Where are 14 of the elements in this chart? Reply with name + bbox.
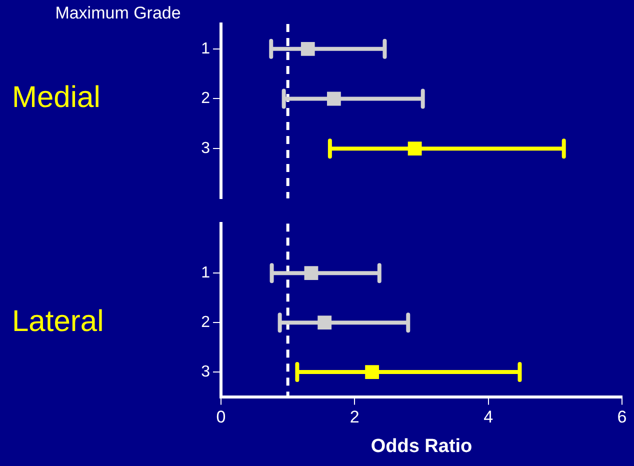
text: Medial [12, 81, 100, 114]
text: Lateral [12, 304, 104, 338]
y-tick-label: 2 [201, 90, 210, 108]
x-tick-label: 2 [350, 408, 360, 427]
y-tick-label: 3 [201, 140, 210, 157]
y-tick-label: 3 [201, 363, 210, 380]
x-axis-title: Odds Ratio [370, 436, 472, 457]
y-tick-label: 2 [201, 314, 210, 331]
y-tick-label: 1 [201, 40, 210, 58]
y-axis-title: Maximum Grade [55, 4, 181, 23]
x-tick-label: 6 [617, 408, 627, 427]
x-tick-label: 0 [216, 408, 226, 427]
y-tick-label: 1 [201, 264, 210, 282]
x-tick-label: 4 [484, 408, 494, 427]
